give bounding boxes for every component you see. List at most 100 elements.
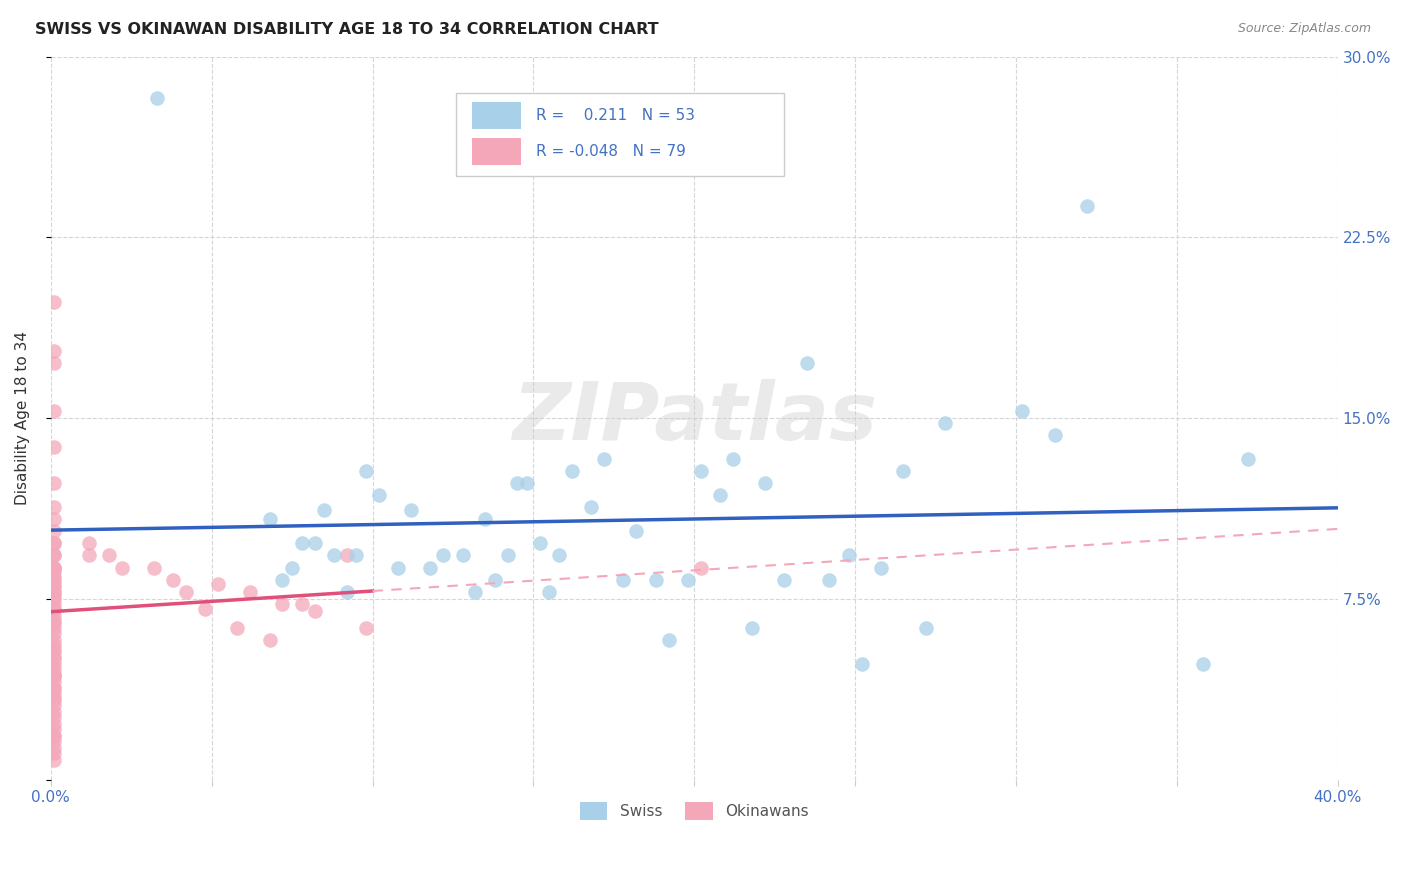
Point xyxy=(259,632,281,647)
Point xyxy=(42,584,65,599)
Point xyxy=(281,560,304,574)
Point xyxy=(1191,657,1213,671)
Point xyxy=(42,657,65,671)
Point xyxy=(42,573,65,587)
Point xyxy=(42,686,65,700)
Point xyxy=(314,502,336,516)
Point xyxy=(851,657,873,671)
Point xyxy=(42,741,65,756)
Point xyxy=(42,717,65,731)
Point xyxy=(419,560,441,574)
Point xyxy=(689,560,711,574)
Point xyxy=(42,649,65,664)
Point xyxy=(496,549,519,563)
Point xyxy=(612,573,634,587)
Point xyxy=(368,488,391,502)
Point xyxy=(336,549,359,563)
Point xyxy=(42,597,65,611)
Point xyxy=(561,464,583,478)
Point xyxy=(1043,428,1066,442)
Text: R = -0.048   N = 79: R = -0.048 N = 79 xyxy=(536,144,686,159)
Point xyxy=(354,621,377,635)
Point xyxy=(42,577,65,591)
Text: R =    0.211   N = 53: R = 0.211 N = 53 xyxy=(536,108,695,123)
Point xyxy=(194,601,217,615)
Point xyxy=(464,584,486,599)
Point xyxy=(42,690,65,705)
Point xyxy=(42,570,65,584)
Point xyxy=(42,404,65,418)
Point xyxy=(42,560,65,574)
Point xyxy=(336,584,359,599)
Point xyxy=(42,560,65,574)
Point xyxy=(516,476,538,491)
Point xyxy=(42,729,65,743)
Point xyxy=(387,560,409,574)
Y-axis label: Disability Age 18 to 34: Disability Age 18 to 34 xyxy=(15,331,30,505)
Point xyxy=(42,669,65,683)
FancyBboxPatch shape xyxy=(471,102,520,129)
Point xyxy=(42,729,65,743)
Point xyxy=(42,440,65,454)
Point xyxy=(346,549,368,563)
Point xyxy=(1011,404,1033,418)
Point xyxy=(42,500,65,515)
Point xyxy=(42,734,65,748)
Point xyxy=(432,549,454,563)
Point xyxy=(676,573,699,587)
Point xyxy=(42,601,65,615)
Point xyxy=(818,573,841,587)
Point xyxy=(42,356,65,370)
Point xyxy=(304,604,326,618)
Point xyxy=(42,642,65,657)
Text: SWISS VS OKINAWAN DISABILITY AGE 18 TO 34 CORRELATION CHART: SWISS VS OKINAWAN DISABILITY AGE 18 TO 3… xyxy=(35,22,659,37)
Point xyxy=(773,573,796,587)
Point xyxy=(42,295,65,310)
Point xyxy=(581,500,603,515)
Point xyxy=(259,512,281,526)
Legend: Swiss, Okinawans: Swiss, Okinawans xyxy=(574,797,814,826)
Point xyxy=(42,560,65,574)
Point xyxy=(506,476,529,491)
Point xyxy=(754,476,776,491)
Point xyxy=(146,90,169,104)
Point xyxy=(42,681,65,695)
Point xyxy=(1076,199,1098,213)
Point xyxy=(291,536,314,550)
Point xyxy=(42,632,65,647)
Point xyxy=(42,343,65,358)
Point xyxy=(474,512,496,526)
Text: ZIPatlas: ZIPatlas xyxy=(512,379,877,457)
Point xyxy=(741,621,763,635)
Point xyxy=(593,452,616,467)
Point xyxy=(42,615,65,630)
Point xyxy=(42,591,65,606)
Point xyxy=(42,625,65,640)
Point xyxy=(42,590,65,604)
Point xyxy=(42,645,65,659)
Point xyxy=(42,681,65,695)
Point xyxy=(42,710,65,724)
Point xyxy=(304,536,326,550)
Point xyxy=(271,573,294,587)
Point xyxy=(174,584,197,599)
Text: Source: ZipAtlas.com: Source: ZipAtlas.com xyxy=(1237,22,1371,36)
Point xyxy=(42,476,65,491)
Point xyxy=(79,549,101,563)
Point xyxy=(42,638,65,652)
Point xyxy=(42,693,65,707)
Point xyxy=(42,673,65,688)
Point xyxy=(399,502,422,516)
Point xyxy=(42,621,65,635)
Point xyxy=(42,601,65,615)
Point xyxy=(42,705,65,719)
Point xyxy=(354,464,377,478)
Point xyxy=(42,698,65,712)
Point xyxy=(1236,452,1258,467)
FancyBboxPatch shape xyxy=(471,137,520,165)
Point xyxy=(42,580,65,594)
Point xyxy=(42,584,65,599)
Point xyxy=(42,753,65,767)
Point xyxy=(239,584,262,599)
Point xyxy=(42,614,65,628)
